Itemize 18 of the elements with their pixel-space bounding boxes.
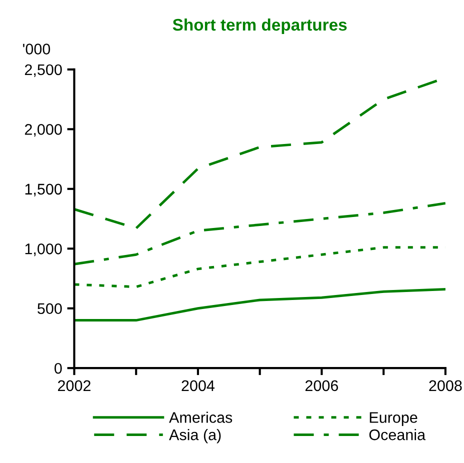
line-series	[74, 202, 446, 266]
y-tick-label: 2,000	[24, 124, 62, 137]
x-tick-label: 2002	[58, 380, 90, 392]
legend-label: Asia (a)	[169, 428, 221, 444]
legend-label: Europe	[370, 412, 418, 426]
y-tick-label: 500	[38, 303, 62, 314]
x-tick-label: 2006	[305, 380, 338, 392]
y-tick-label: 1,500	[25, 184, 62, 196]
legend-label: Oceania	[369, 428, 426, 440]
legend-label: Americas	[169, 412, 232, 423]
x-tick-label: 2008	[429, 380, 462, 392]
chart-title: Short term departures	[172, 18, 347, 34]
x-tick-label: 2004	[182, 380, 215, 392]
y-axis-title: '000	[23, 44, 50, 54]
y-tick-label: 0	[54, 362, 62, 374]
line-series	[74, 288, 446, 322]
y-tick-label: 1,000	[25, 244, 62, 256]
y-tick-label: 2,500	[24, 64, 62, 77]
